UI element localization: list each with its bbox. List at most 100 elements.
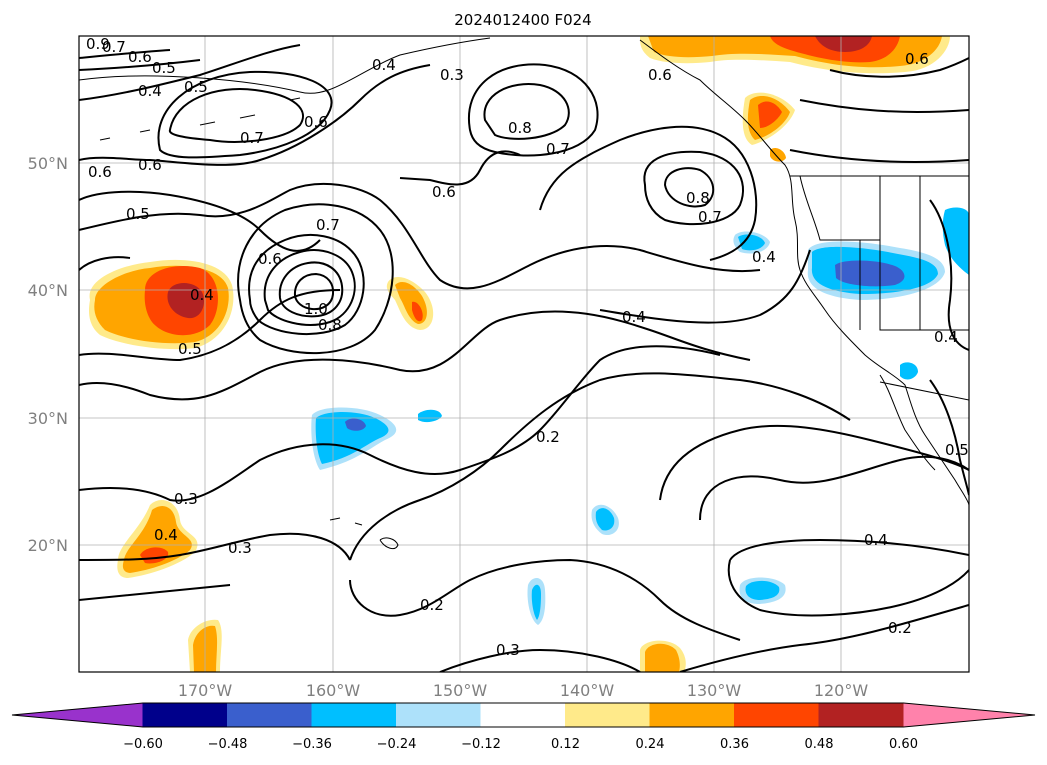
warm-spot-coast-2 [770,147,786,162]
contour-label: 0.5 [945,441,969,459]
map-title: 2024012400 F024 [454,11,591,29]
contour-label: 0.6 [128,48,152,66]
lon-ticks: 170°W 160°W 150°W 140°W 130°W 120°W [178,681,869,700]
contour-closed-2 [263,249,356,326]
colorbar-tick-label: −0.48 [208,737,248,752]
contour-label: 0.7 [240,129,264,147]
cold-spot-ne [942,207,969,275]
contour-north-04 [79,44,301,101]
shaded-fields [89,36,969,672]
contour-label: 0.7 [698,208,722,226]
cold-spot-coast-small-b [738,234,765,251]
contour-label: 0.4 [138,82,162,100]
contour-label: 0.4 [934,328,958,346]
warm-blob-west-core [167,283,205,319]
contour-label: 0.8 [508,119,532,137]
contour-label: 0.8 [686,189,710,207]
warm-blob-bottom-2o [645,643,680,672]
contour-north-07 [168,88,304,143]
contour-north-06 [157,70,333,159]
contour-label: 0.2 [888,619,912,637]
lon-tick-label: 120°W [814,681,869,700]
contour-east-04 [929,199,969,351]
contour-04-west [79,310,751,401]
contour-closed-1 [248,234,365,336]
contour-label: 0.3 [174,490,198,508]
colorbar-outline [11,702,1036,728]
colorbar-tick-label: −0.36 [292,737,332,752]
contour-label: 0.6 [905,50,929,68]
contour-02-mid [349,372,851,561]
contour-ne-06 [829,57,969,78]
contour-label: 0.6 [648,66,672,84]
colorbar-tick-label: 0.24 [636,737,665,752]
contour-06-e [539,125,758,261]
lon-tick-label: 130°W [687,681,742,700]
contour-04-se [729,538,969,561]
contour-west-04b [79,256,131,271]
contour-label: 0.2 [536,428,560,446]
lon-tick-label: 170°W [178,681,233,700]
contour-closed-3 [278,261,344,318]
contour-label: 0.4 [864,531,888,549]
contour-08-e [663,167,715,208]
map-content: 0.9 0.7 0.6 0.5 0.4 0.5 0.7 0.6 0.4 0.3 … [79,35,969,672]
colorbar-tick-label: 0.60 [889,737,918,752]
warm-spot-mid-r [412,301,423,322]
contour-02-se [659,424,969,501]
colorbar-tick-label: 0.48 [805,737,834,752]
contour-label: 0.2 [420,596,444,614]
contour-06-mid [399,150,521,186]
colorbar-segment [818,702,904,728]
contour-label: 0.9 [86,35,110,53]
contour-07-n [467,63,599,157]
contour-03-mid [79,345,721,502]
colorbar-segment [311,702,397,728]
state-border-2 [799,175,880,241]
lat-tick-label: 20°N [28,536,68,555]
mexico-border [879,381,969,401]
cold-spot-30n-c [345,418,366,431]
contour-06-west [79,190,321,252]
lat-tick-label: 30°N [28,409,68,428]
cold-spot-22n-b [595,508,615,531]
cold-spot-baja [900,362,918,380]
colorbar-tick-label: −0.12 [461,737,501,752]
contour-lines [79,44,969,672]
contour-labels: 0.9 0.7 0.6 0.5 0.4 0.5 0.7 0.6 0.4 0.3 … [86,35,969,659]
colorbar-tick-label: −0.24 [377,737,417,752]
contour-label: 0.4 [752,248,776,266]
contour-ne-05 [799,99,969,113]
contour-03-bottom [439,648,641,672]
contour-05-mid [79,183,761,290]
colorbar-tick-label: 0.36 [720,737,749,752]
contour-ne-04 [789,149,969,163]
contour-closed-4 [293,272,335,311]
lon-tick-label: 150°W [433,681,488,700]
warm-band-north-core [815,36,872,52]
hawaii-islands [329,517,399,550]
contour-label: 0.4 [372,56,396,74]
contour-label: 0.3 [496,641,520,659]
colorbar-segment [480,702,566,728]
contour-label: 0.3 [228,539,252,557]
contour-label: 0.5 [178,340,202,358]
grid-lines [79,36,969,672]
cold-spot-30n-2 [418,409,442,423]
contour-label: 0.6 [258,250,282,268]
contour-08-n [483,83,570,140]
contour-05-west [79,289,341,362]
lat-tick-label: 40°N [28,281,68,300]
contour-label: 0.6 [304,113,328,131]
colorbar-segment [227,702,313,728]
contour-label: 0.3 [440,66,464,84]
cold-spot-17n-b [745,580,780,600]
coastlines [79,37,969,550]
contour-04-east [599,249,811,324]
contour-label: 0.7 [546,140,570,158]
lon-tick-label: 160°W [306,681,361,700]
north-america-coast [639,39,969,506]
lat-ticks: 50°N 40°N 30°N 20°N [28,154,68,555]
lat-tick-label: 50°N [28,154,68,173]
contour-label: 0.6 [138,156,162,174]
